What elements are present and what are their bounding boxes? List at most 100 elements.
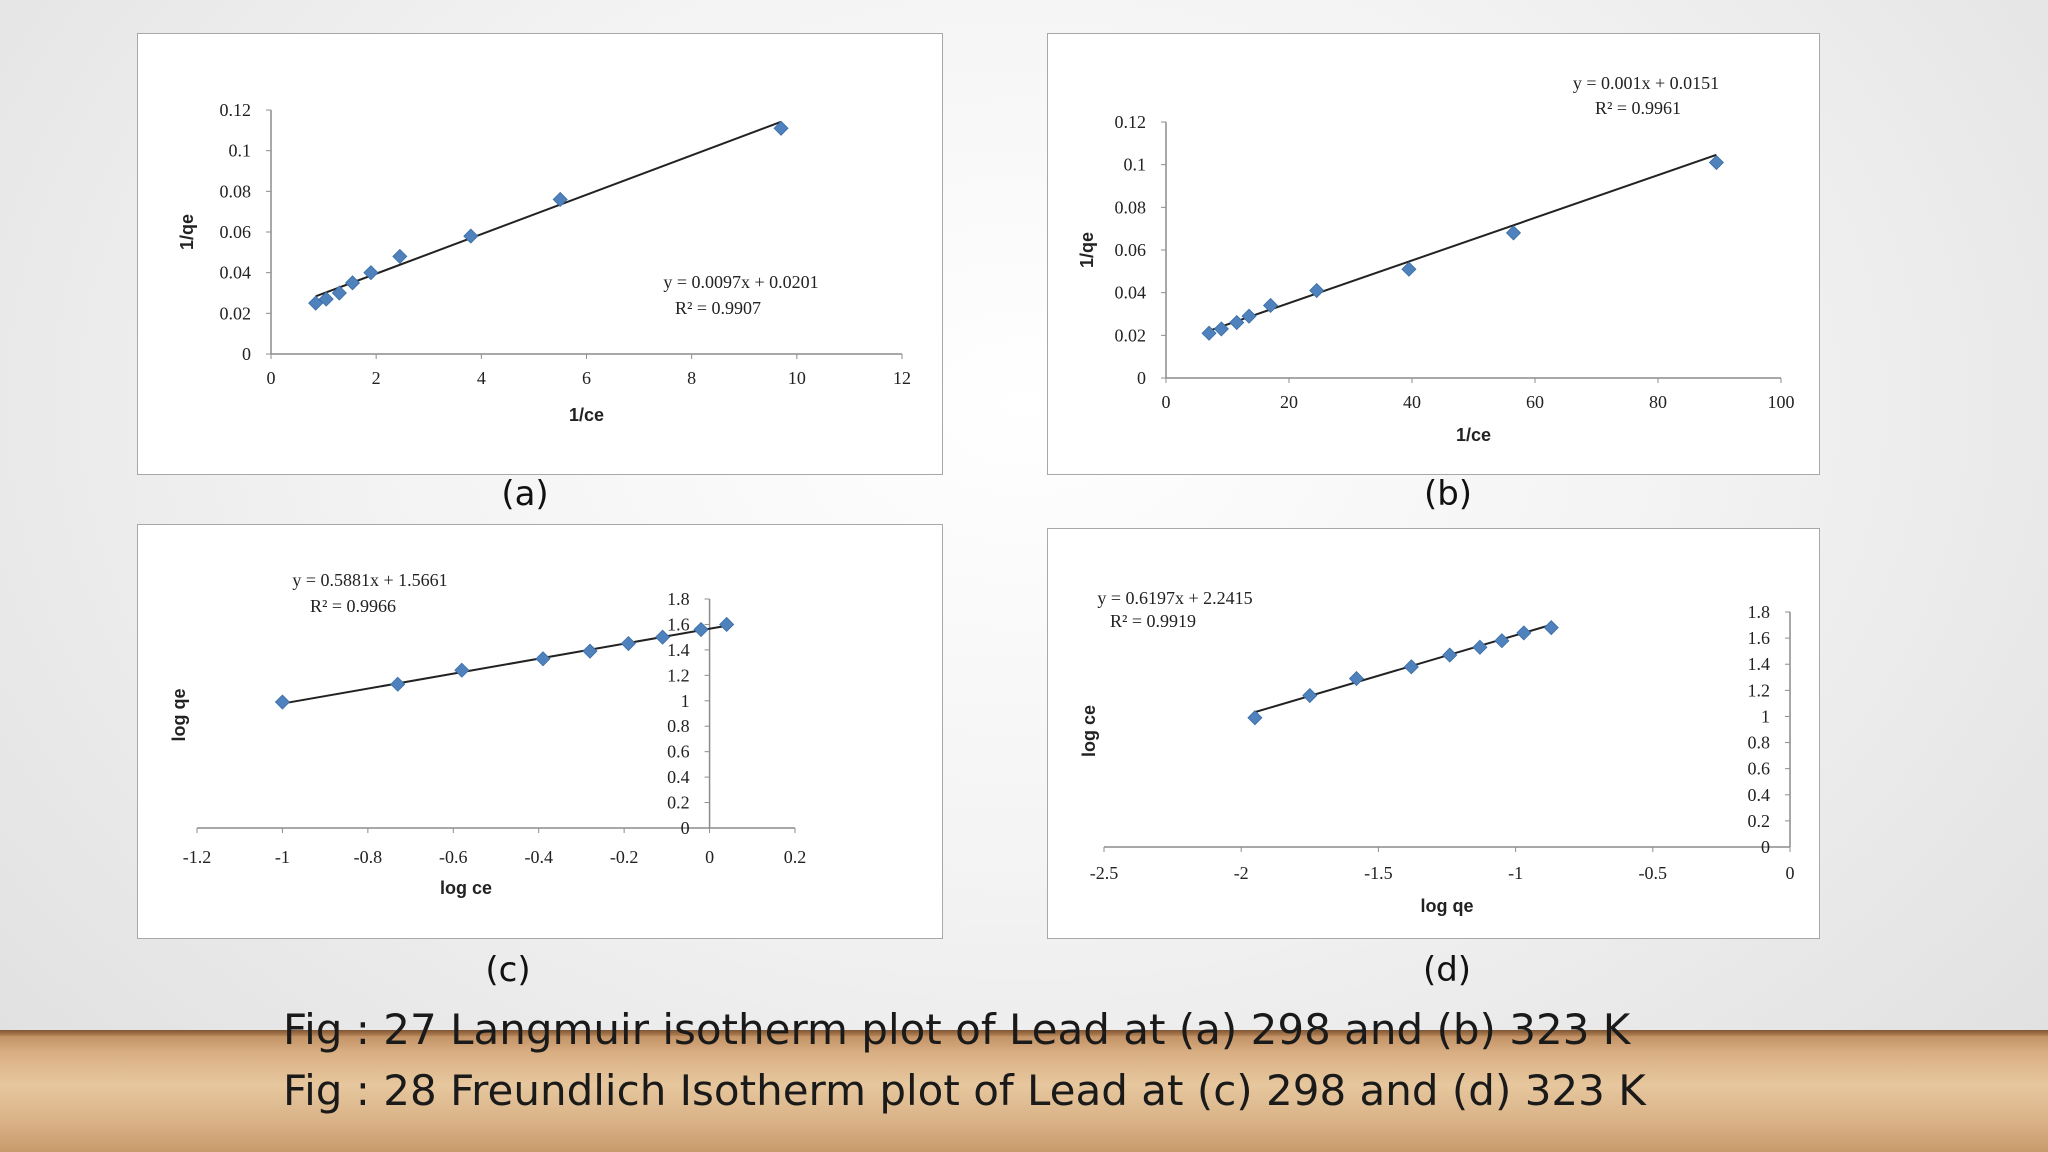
x-tick-label: -0.8 xyxy=(354,847,383,867)
y-tick-label: 0.8 xyxy=(667,716,690,736)
data-point-marker xyxy=(1494,633,1510,649)
figure-caption-28: Fig : 28 Freundlich Isotherm plot of Lea… xyxy=(283,1066,1646,1115)
y-tick-label: 1.6 xyxy=(667,614,690,634)
y-tick-label: 0.08 xyxy=(1115,197,1147,217)
data-point-marker xyxy=(535,651,551,667)
trendline xyxy=(282,624,727,705)
r-squared-label: R² = 0.9907 xyxy=(675,298,761,318)
r-squared-label: R² = 0.9919 xyxy=(1110,611,1196,631)
x-tick-label: 100 xyxy=(1768,392,1795,412)
y-tick-label: 0.1 xyxy=(1124,155,1147,175)
x-tick-label: -1.2 xyxy=(183,847,212,867)
y-tick-label: 0.08 xyxy=(220,181,252,201)
x-tick-label: -2 xyxy=(1234,863,1249,883)
y-tick-label: 0.02 xyxy=(220,303,252,323)
x-tick-label: -0.5 xyxy=(1639,863,1668,883)
data-point-marker xyxy=(1262,297,1279,314)
y-tick-label: 0.8 xyxy=(1748,733,1771,753)
x-tick-label: 0 xyxy=(267,368,276,388)
trendline-equation: y = 0.6197x + 2.2415 xyxy=(1097,588,1252,608)
y-tick-label: 0 xyxy=(242,344,251,364)
y-tick-label: 1.4 xyxy=(1748,654,1771,674)
trendline xyxy=(1254,623,1552,714)
x-tick-label: 10 xyxy=(788,368,806,388)
y-tick-label: 1 xyxy=(1761,706,1770,726)
r-squared-label: R² = 0.9966 xyxy=(310,596,396,616)
figure-caption-27: Fig : 27 Langmuir isotherm plot of Lead … xyxy=(283,1005,1631,1054)
chart-panel-c: -1.2 -1 -0.8 -0.6 -0.4 -0.2 0 0.2 0 0.2 0.4 0.6 0.8 1… xyxy=(137,524,943,939)
y-tick-label: 0.06 xyxy=(220,222,252,242)
x-axis-title: log ce xyxy=(440,878,492,898)
y-tick-label: 0.12 xyxy=(220,100,252,120)
y-tick-label: 1 xyxy=(681,691,690,711)
y-tick-label: 0.4 xyxy=(1748,785,1771,805)
y-tick-label: 0.04 xyxy=(1115,283,1147,303)
data-point-marker xyxy=(719,616,735,633)
x-axis-title: log qe xyxy=(1421,896,1474,916)
x-tick-label: 60 xyxy=(1526,392,1544,412)
x-tick-label: 6 xyxy=(582,368,591,388)
x-tick-label: 40 xyxy=(1403,392,1421,412)
y-tick-label: 0.4 xyxy=(667,767,690,787)
y-tick-label: 1.8 xyxy=(1748,602,1771,622)
data-point-marker xyxy=(308,295,324,311)
data-point-marker xyxy=(1505,225,1522,241)
data-point-marker xyxy=(392,248,408,264)
langmuir-chart-323k: 0 20 40 60 80 100 0 0.02 0.04 0.06 0.08 0.1 0.12 1/ce… xyxy=(1077,73,1795,445)
y-axis-title: 1/qe xyxy=(1077,232,1097,268)
y-tick-label: 1.2 xyxy=(1748,680,1771,700)
data-point-marker xyxy=(331,285,347,301)
data-point-marker xyxy=(1241,308,1257,324)
y-tick-label: 0.6 xyxy=(667,742,690,762)
data-point-marker xyxy=(1516,625,1532,641)
y-tick-label: 0.12 xyxy=(1115,112,1147,132)
x-tick-label: 0.2 xyxy=(784,847,807,867)
data-point-marker xyxy=(454,662,470,678)
x-tick-label: -0.4 xyxy=(524,847,553,867)
data-point-marker xyxy=(318,291,334,307)
y-axis-title: 1/qe xyxy=(177,214,197,250)
y-axis-title: log ce xyxy=(1079,705,1099,757)
trendline-equation: y = 0.001x + 0.0151 xyxy=(1573,73,1719,93)
panel-label-d: (d) xyxy=(1422,950,1472,990)
y-tick-label: 1.6 xyxy=(1748,628,1771,648)
y-tick-label: 0.04 xyxy=(220,263,252,283)
y-tick-label: 0.06 xyxy=(1115,240,1147,260)
trendline-equation: y = 0.5881x + 1.5661 xyxy=(292,570,447,590)
panel-label-a: (a) xyxy=(501,474,549,514)
data-point-marker xyxy=(773,120,789,136)
trendline xyxy=(315,120,782,298)
r-squared-label: R² = 0.9961 xyxy=(1595,98,1681,118)
chart-panel-d: -2.5 -2 -1.5 -1 -0.5 0 0 0.2 0.4 0.6 0.8 1 1.2 1.4 1.6… xyxy=(1047,528,1820,939)
x-tick-label: 20 xyxy=(1280,392,1298,412)
x-tick-label: -1 xyxy=(275,847,290,867)
freundlich-chart-323k: -2.5 -2 -1.5 -1 -0.5 00 0.2 0.4 0.6 0.8 1 1.2 1.4 1.6… xyxy=(1079,588,1795,916)
data-point-marker xyxy=(693,621,709,638)
data-point-marker xyxy=(1213,321,1229,337)
data-point-marker xyxy=(655,629,671,645)
y-tick-label: 0.6 xyxy=(1748,759,1771,779)
x-axis-title: 1/ce xyxy=(569,405,604,425)
y-tick-label: 0.2 xyxy=(1748,811,1771,831)
y-tick-label: 1.8 xyxy=(667,589,690,609)
data-point-marker xyxy=(1442,647,1458,663)
x-tick-label: 4 xyxy=(477,368,486,388)
x-tick-label: -1.5 xyxy=(1364,863,1393,883)
chart-panel-a: 0 2 4 6 8 10 12 0 0.02 0.04 0.06 0.08 0.1 0.12 1/ce 1/q… xyxy=(137,33,943,475)
x-tick-label: -1 xyxy=(1508,863,1523,883)
data-point-marker xyxy=(1401,261,1417,277)
trendline xyxy=(1208,153,1717,332)
data-point-marker xyxy=(463,228,479,244)
x-tick-label: 12 xyxy=(893,368,911,388)
y-tick-label: 0.02 xyxy=(1115,325,1147,345)
x-tick-label: 0 xyxy=(1162,392,1171,412)
chart-panel-b: 0 20 40 60 80 100 0 0.02 0.04 0.06 0.08 0.1 0.12 1/ce… xyxy=(1047,33,1820,475)
y-tick-label: 0.2 xyxy=(667,793,690,813)
data-point-marker xyxy=(552,191,568,208)
x-tick-label: -0.2 xyxy=(610,847,639,867)
x-tick-label: -2.5 xyxy=(1090,863,1119,883)
data-point-marker xyxy=(620,635,636,652)
x-tick-label: 0 xyxy=(705,847,714,867)
data-point-marker xyxy=(1403,659,1419,675)
y-tick-label: 0.1 xyxy=(229,141,252,161)
